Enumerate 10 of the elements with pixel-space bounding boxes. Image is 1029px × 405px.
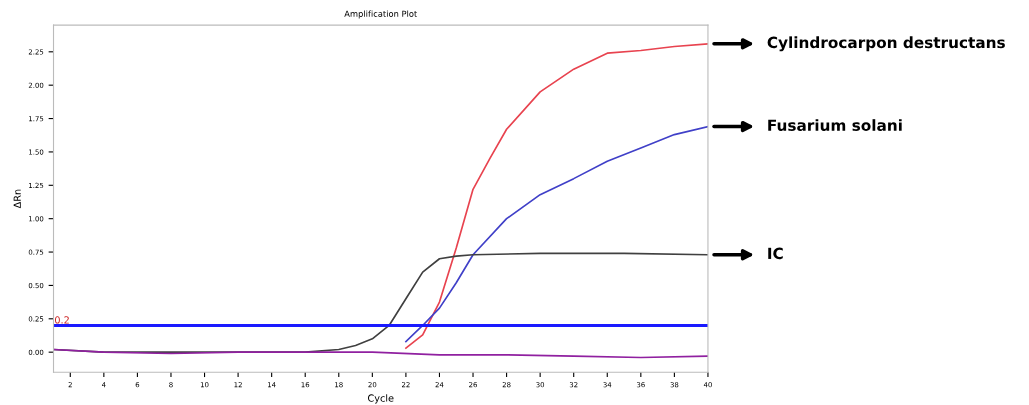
text: Cylindrocarpon destructans [767,36,1005,52]
line-series [405,42,708,350]
line-series [405,125,708,343]
text: IC [768,247,783,260]
text: Fusarium solani [768,119,902,131]
line-series [53,348,708,359]
ref-line-label: 0.2 [54,316,69,324]
chart-title: Amplification Plot [344,10,418,19]
x-axis-title: Cycle [367,394,394,404]
y-axis-title: ΔRn [13,189,21,209]
